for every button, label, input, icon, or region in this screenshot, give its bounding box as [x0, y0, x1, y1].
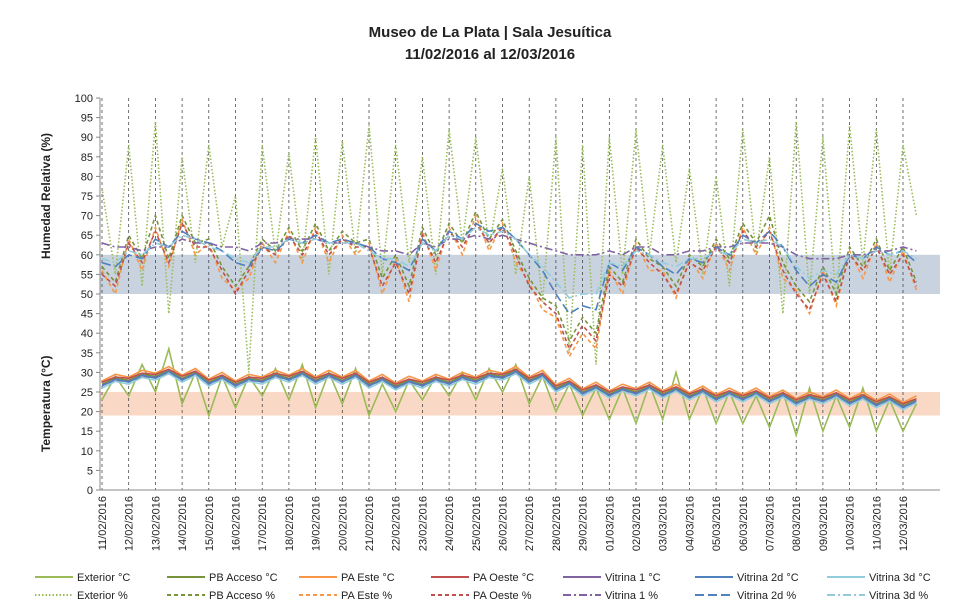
- chart-subtitle: 11/02/2016 al 12/03/2016: [405, 46, 575, 63]
- x-tick-label: 23/02/2016: [417, 496, 429, 551]
- y-tick-label: 80: [81, 171, 93, 183]
- x-tick-label: 29/02/2016: [578, 496, 590, 551]
- legend-label: Vitrina 1 °C: [605, 572, 661, 584]
- x-tick-label: 08/03/2016: [791, 496, 803, 551]
- legend-label: Vitrina 3d %: [869, 590, 928, 601]
- legend-label: PB Acceso °C: [209, 572, 278, 584]
- target-band: [100, 392, 940, 416]
- series-line: [101, 213, 918, 359]
- y-tick-label: 50: [81, 289, 93, 301]
- x-tick-label: 26/02/2016: [498, 496, 510, 551]
- legend-label: PB Acceso %: [209, 590, 275, 601]
- target-band: [100, 254, 940, 294]
- y-tick-label: 35: [81, 348, 93, 360]
- x-tick-label: 16/02/2016: [231, 496, 243, 551]
- legend-label: Vitrina 2d %: [737, 590, 796, 601]
- legend-label: PA Este %: [341, 590, 392, 601]
- x-tick-label: 11/02/2016: [97, 496, 109, 550]
- series-line: [101, 372, 917, 411]
- y-tick-label: 60: [81, 250, 93, 262]
- legend-label: PA Oeste %: [473, 590, 532, 601]
- series-line: [101, 226, 917, 299]
- legend-label: Vitrina 2d °C: [737, 572, 799, 584]
- x-tick-label: 21/02/2016: [364, 496, 376, 551]
- x-tick-label: 06/03/2016: [738, 496, 750, 551]
- y-tick-label: 95: [81, 113, 93, 125]
- x-tick-label: 03/03/2016: [658, 496, 670, 551]
- x-tick-label: 10/03/2016: [845, 496, 857, 551]
- series-line: [101, 369, 917, 407]
- y-tick-label: 55: [81, 269, 93, 281]
- y-axis-label: Humedad Relativa (%): [39, 133, 53, 259]
- series-line: [101, 365, 917, 404]
- x-tick-label: 05/03/2016: [711, 496, 723, 551]
- x-tick-label: 15/02/2016: [204, 496, 216, 551]
- y-tick-label: 70: [81, 211, 93, 223]
- x-tick-label: 17/02/2016: [257, 496, 269, 551]
- y-tick-label: 85: [81, 152, 93, 164]
- series-line: [101, 368, 917, 405]
- y-tick-label: 100: [75, 93, 93, 105]
- x-tick-label: 04/03/2016: [684, 496, 696, 551]
- legend-label: Exterior °C: [77, 572, 130, 584]
- y-tick-label: 30: [81, 367, 93, 379]
- legend-label: Vitrina 1 %: [605, 590, 658, 601]
- y-tick-label: 20: [81, 407, 93, 419]
- x-tick-label: 22/02/2016: [391, 496, 403, 551]
- series-line: [101, 370, 917, 409]
- x-tick-label: 14/02/2016: [177, 496, 189, 551]
- x-tick-label: 12/03/2016: [898, 496, 910, 551]
- legend-label: Vitrina 3d °C: [869, 572, 931, 584]
- x-tick-label: 12/02/2016: [124, 496, 136, 551]
- x-tick-label: 19/02/2016: [311, 496, 323, 551]
- x-tick-label: 13/02/2016: [150, 496, 162, 551]
- x-tick-label: 28/02/2016: [551, 496, 563, 551]
- series-line: [101, 221, 918, 351]
- x-tick-label: 25/02/2016: [471, 496, 483, 551]
- x-tick-label: 09/03/2016: [818, 496, 830, 551]
- x-tick-label: 02/03/2016: [631, 496, 643, 551]
- x-tick-label: 20/02/2016: [337, 496, 349, 551]
- legend-label: Exterior %: [77, 590, 128, 601]
- y-axis-label: Temperatura (°C): [39, 355, 53, 452]
- y-tick-label: 75: [81, 191, 93, 203]
- y-tick-label: 10: [81, 446, 93, 458]
- legend-label: PA Este °C: [341, 572, 395, 584]
- y-tick-label: 45: [81, 309, 93, 321]
- y-tick-label: 5: [87, 465, 93, 477]
- x-tick-label: 11/03/2016: [871, 496, 883, 550]
- y-tick-label: 90: [81, 132, 93, 144]
- series-line: [101, 121, 918, 373]
- y-tick-label: 0: [87, 485, 93, 497]
- y-tick-label: 65: [81, 230, 93, 242]
- legend-label: PA Oeste °C: [473, 572, 534, 584]
- x-tick-label: 24/02/2016: [444, 496, 456, 551]
- series-line: [101, 222, 917, 315]
- y-tick-label: 40: [81, 328, 93, 340]
- y-tick-label: 15: [81, 426, 93, 438]
- x-tick-label: 01/03/2016: [604, 496, 616, 551]
- y-tick-label: 25: [81, 387, 93, 399]
- chart-title: Museo de La Plata | Sala Jesuítica: [369, 24, 612, 41]
- x-tick-label: 27/02/2016: [524, 496, 536, 551]
- x-tick-label: 18/02/2016: [284, 496, 296, 551]
- x-tick-label: 07/03/2016: [765, 496, 777, 551]
